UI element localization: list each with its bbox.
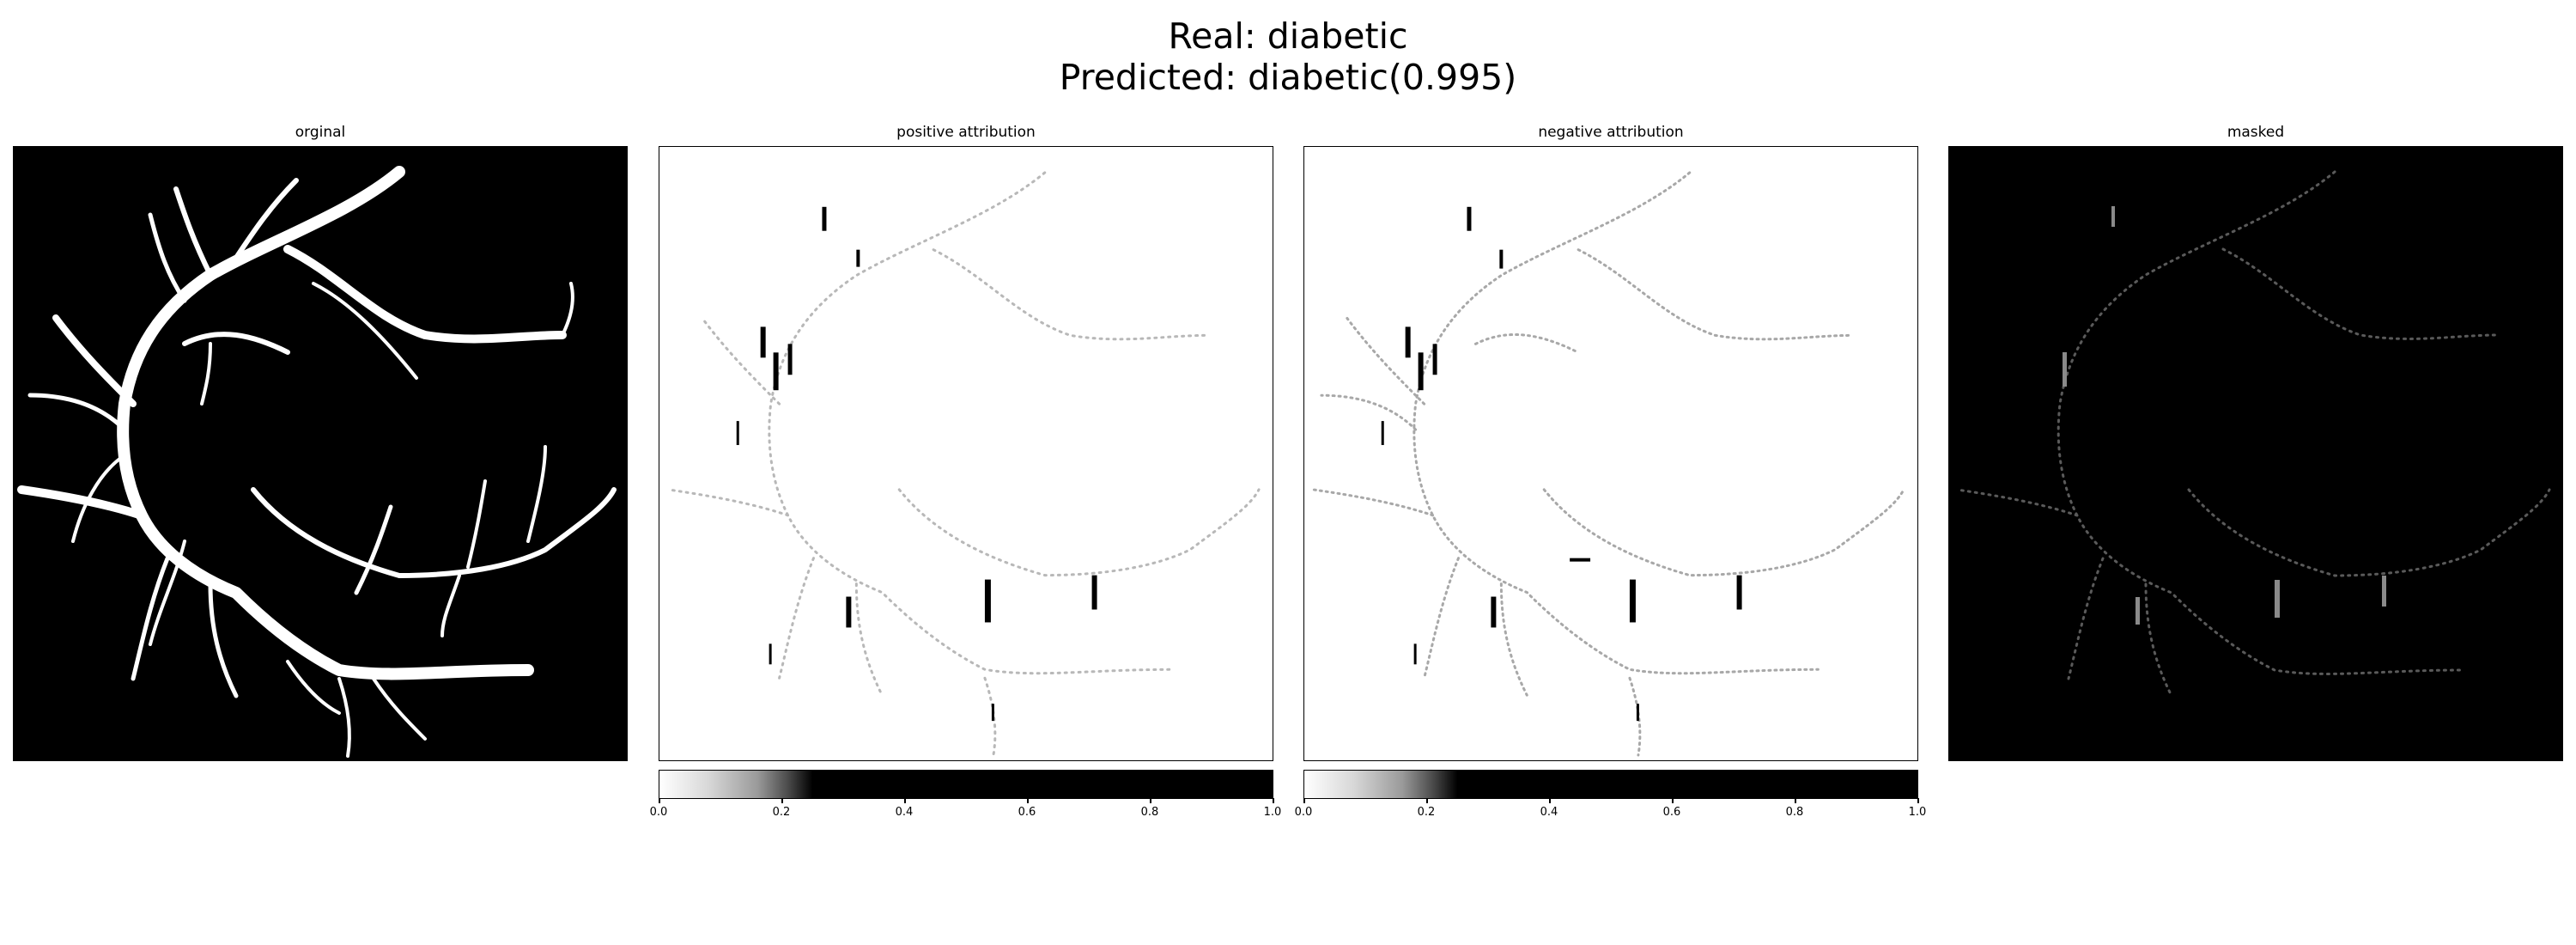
positive-colorbar-tick-label: 0.6 xyxy=(1018,806,1036,819)
positive-colorbar-tick xyxy=(659,798,660,803)
negative-colorbar-tick-label: 0.2 xyxy=(1417,806,1436,819)
negative-colorbar-tick xyxy=(1917,798,1919,803)
positive-colorbar-tick xyxy=(904,798,906,803)
negative-colorbar-tick-label: 0.8 xyxy=(1785,806,1804,819)
figure-title-line-2: Predicted: diabetic(0.995) xyxy=(1059,57,1517,98)
positive-colorbar-tick-label: 0.0 xyxy=(649,806,668,819)
positive-colorbar-tick xyxy=(1027,798,1029,803)
panel-title-negative-attribution: negative attribution xyxy=(1538,124,1684,141)
panel-title-masked: masked xyxy=(2227,124,2285,141)
positive-colorbar-tick xyxy=(1150,798,1151,803)
negative-colorbar-tick-label: 1.0 xyxy=(1908,806,1927,819)
positive-colorbar-tick-label: 1.0 xyxy=(1263,806,1282,819)
negative-colorbar-tick xyxy=(1549,798,1551,803)
panel-title-original: orginal xyxy=(295,124,346,141)
negative-colorbar-tick-label: 0.6 xyxy=(1662,806,1681,819)
negative-colorbar-tick xyxy=(1426,798,1428,803)
negative-colorbar-tick xyxy=(1672,798,1674,803)
negative-colorbar-tick-label: 0.4 xyxy=(1540,806,1558,819)
positive-colorbar-tick-label: 0.4 xyxy=(895,806,914,819)
masked-vessel-image xyxy=(1948,146,2563,761)
masked-image xyxy=(1948,146,2563,761)
panel-title-positive-attribution: positive attribution xyxy=(896,124,1036,141)
figure-title-line-1: Real: diabetic xyxy=(1168,15,1408,57)
negative-colorbar-tick xyxy=(1795,798,1796,803)
original-vessel-image xyxy=(13,146,628,761)
positive-attribution-map xyxy=(659,147,1273,760)
positive-colorbar-tick xyxy=(781,798,783,803)
negative-colorbar-tick xyxy=(1303,798,1305,803)
original-image xyxy=(13,146,628,761)
negative-attribution-image xyxy=(1303,146,1918,761)
positive-colorbar-tick-label: 0.2 xyxy=(772,806,791,819)
negative-attribution-colorbar xyxy=(1303,770,1918,799)
negative-attribution-map xyxy=(1304,147,1917,760)
positive-attribution-image xyxy=(659,146,1273,761)
positive-attribution-colorbar xyxy=(659,770,1273,799)
positive-colorbar-tick xyxy=(1273,798,1274,803)
positive-colorbar-tick-label: 0.8 xyxy=(1140,806,1159,819)
negative-colorbar-tick-label: 0.0 xyxy=(1294,806,1313,819)
